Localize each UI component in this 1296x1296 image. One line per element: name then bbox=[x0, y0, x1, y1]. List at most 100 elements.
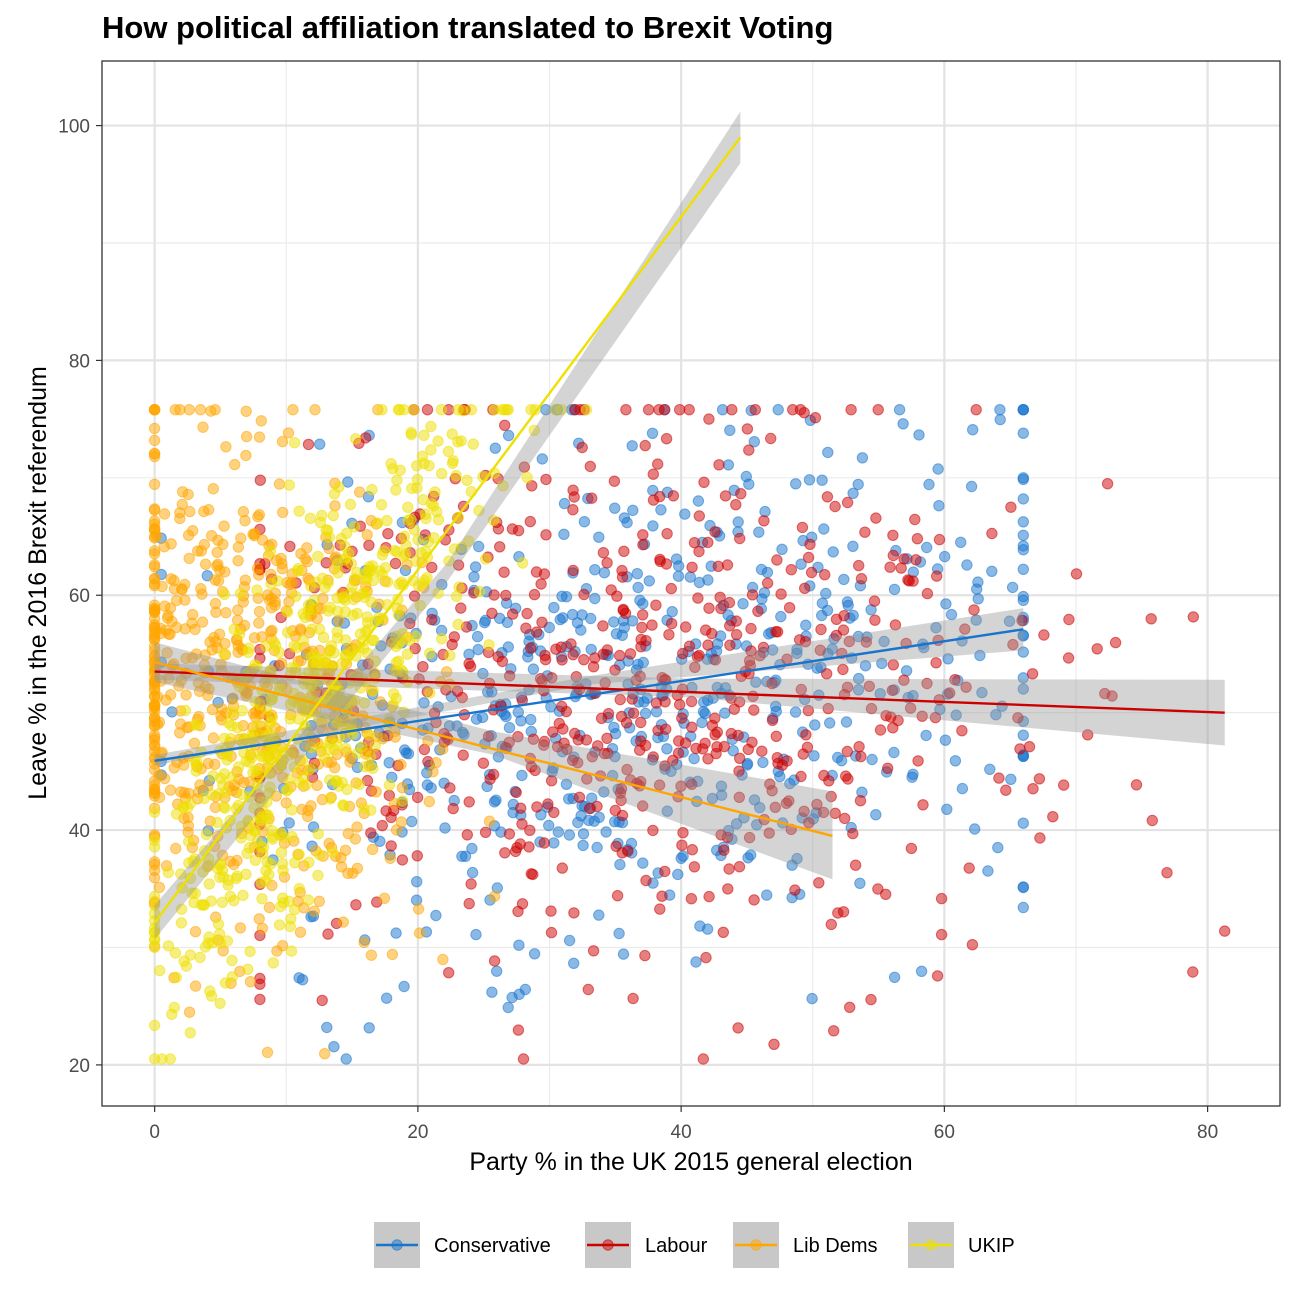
ukip-point bbox=[389, 544, 401, 557]
ukip-point bbox=[184, 1027, 197, 1039]
labour-point bbox=[993, 772, 1005, 784]
lib-dems-point bbox=[253, 913, 265, 925]
labour-point bbox=[576, 441, 588, 454]
ukip-point bbox=[452, 618, 464, 631]
conservative-point bbox=[661, 805, 673, 817]
conservative-point bbox=[743, 478, 755, 490]
labour-point bbox=[960, 681, 972, 693]
labour-point bbox=[652, 458, 664, 470]
labour-point bbox=[887, 529, 899, 541]
ukip-point bbox=[219, 786, 232, 799]
conservative-point bbox=[955, 536, 967, 548]
labour-point bbox=[507, 608, 519, 620]
conservative-point bbox=[976, 686, 988, 699]
labour-point bbox=[640, 874, 652, 887]
ukip-point bbox=[234, 628, 246, 640]
ukip-point bbox=[312, 550, 324, 563]
labour-point bbox=[887, 549, 899, 562]
ukip-point bbox=[407, 404, 420, 416]
labour-point bbox=[498, 566, 510, 578]
ukip-point bbox=[236, 788, 248, 801]
lib-dems-point bbox=[148, 559, 161, 571]
lib-dems-point bbox=[413, 927, 426, 939]
lib-dems-point bbox=[323, 542, 335, 555]
labour-point bbox=[863, 680, 875, 692]
ukip-point bbox=[293, 505, 305, 517]
labour-point bbox=[886, 684, 898, 697]
conservative-point bbox=[1017, 683, 1029, 695]
labour-point bbox=[800, 729, 812, 741]
ukip-point bbox=[465, 404, 478, 416]
labour-point bbox=[1038, 629, 1050, 641]
labour-point bbox=[968, 604, 980, 616]
labour-point bbox=[616, 571, 629, 583]
labour-point bbox=[529, 764, 541, 777]
labour-point bbox=[665, 582, 677, 595]
labour-point bbox=[730, 629, 743, 641]
labour-point bbox=[527, 868, 539, 881]
lib-dems-point bbox=[206, 530, 218, 542]
labour-point bbox=[636, 621, 648, 634]
labour-point bbox=[710, 747, 722, 760]
lib-dems-point bbox=[148, 651, 161, 663]
conservative-point bbox=[634, 594, 646, 606]
labour-point bbox=[832, 907, 844, 919]
lib-dems-point bbox=[270, 554, 283, 567]
labour-point bbox=[448, 631, 460, 643]
conservative-point bbox=[853, 672, 865, 685]
conservative-point bbox=[647, 520, 659, 532]
lib-dems-point bbox=[188, 737, 201, 749]
ukip-point bbox=[400, 539, 412, 551]
ukip-point bbox=[278, 831, 290, 844]
lib-dems-point bbox=[256, 631, 268, 643]
lib-dems-point bbox=[212, 558, 224, 570]
ukip-point bbox=[412, 534, 424, 546]
labour-point bbox=[650, 697, 663, 709]
ukip-point bbox=[348, 694, 361, 707]
labour-point bbox=[763, 827, 775, 839]
lib-dems-point bbox=[153, 881, 166, 894]
labour-point bbox=[929, 711, 942, 724]
labour-point bbox=[627, 707, 640, 719]
ukip-point bbox=[148, 1019, 161, 1032]
ukip-point bbox=[282, 773, 295, 786]
ukip-point bbox=[397, 666, 409, 678]
labour-point bbox=[408, 590, 421, 602]
conservative-point bbox=[930, 622, 942, 634]
conservative-point bbox=[971, 583, 983, 595]
labour-point bbox=[601, 732, 613, 744]
ukip-point bbox=[271, 575, 284, 587]
labour-point bbox=[916, 710, 928, 722]
conservative-point bbox=[715, 780, 728, 792]
ukip-point bbox=[361, 611, 373, 623]
ukip-point bbox=[226, 706, 239, 718]
labour-point bbox=[699, 737, 711, 749]
conservative-point bbox=[753, 526, 765, 538]
legend-label-ukip: UKIP bbox=[968, 1235, 1015, 1257]
labour-point bbox=[653, 779, 666, 791]
conservative-point bbox=[827, 546, 839, 558]
labour-point bbox=[743, 655, 756, 667]
conservative-point bbox=[617, 948, 630, 960]
labour-point bbox=[1101, 478, 1114, 490]
ukip-point bbox=[351, 566, 363, 579]
conservative-point bbox=[1006, 581, 1019, 594]
ukip-point bbox=[313, 849, 326, 861]
ukip-confidence-band bbox=[154, 111, 741, 940]
labour-point bbox=[517, 1053, 530, 1065]
ukip-point bbox=[148, 806, 161, 818]
ukip-point bbox=[442, 445, 455, 458]
lib-dems-point bbox=[427, 766, 439, 778]
conservative-point bbox=[820, 587, 832, 600]
ukip-point bbox=[331, 558, 344, 570]
ukip-point bbox=[236, 705, 248, 717]
lib-dems-point bbox=[220, 441, 232, 453]
ukip-point bbox=[313, 623, 326, 635]
conservative-point bbox=[900, 665, 913, 677]
conservative-point bbox=[790, 478, 802, 490]
labour-point bbox=[488, 955, 501, 967]
ukip-point bbox=[273, 646, 285, 658]
lib-dems-point bbox=[176, 584, 188, 596]
ukip-point bbox=[369, 655, 381, 667]
lib-dems-point bbox=[161, 612, 174, 624]
